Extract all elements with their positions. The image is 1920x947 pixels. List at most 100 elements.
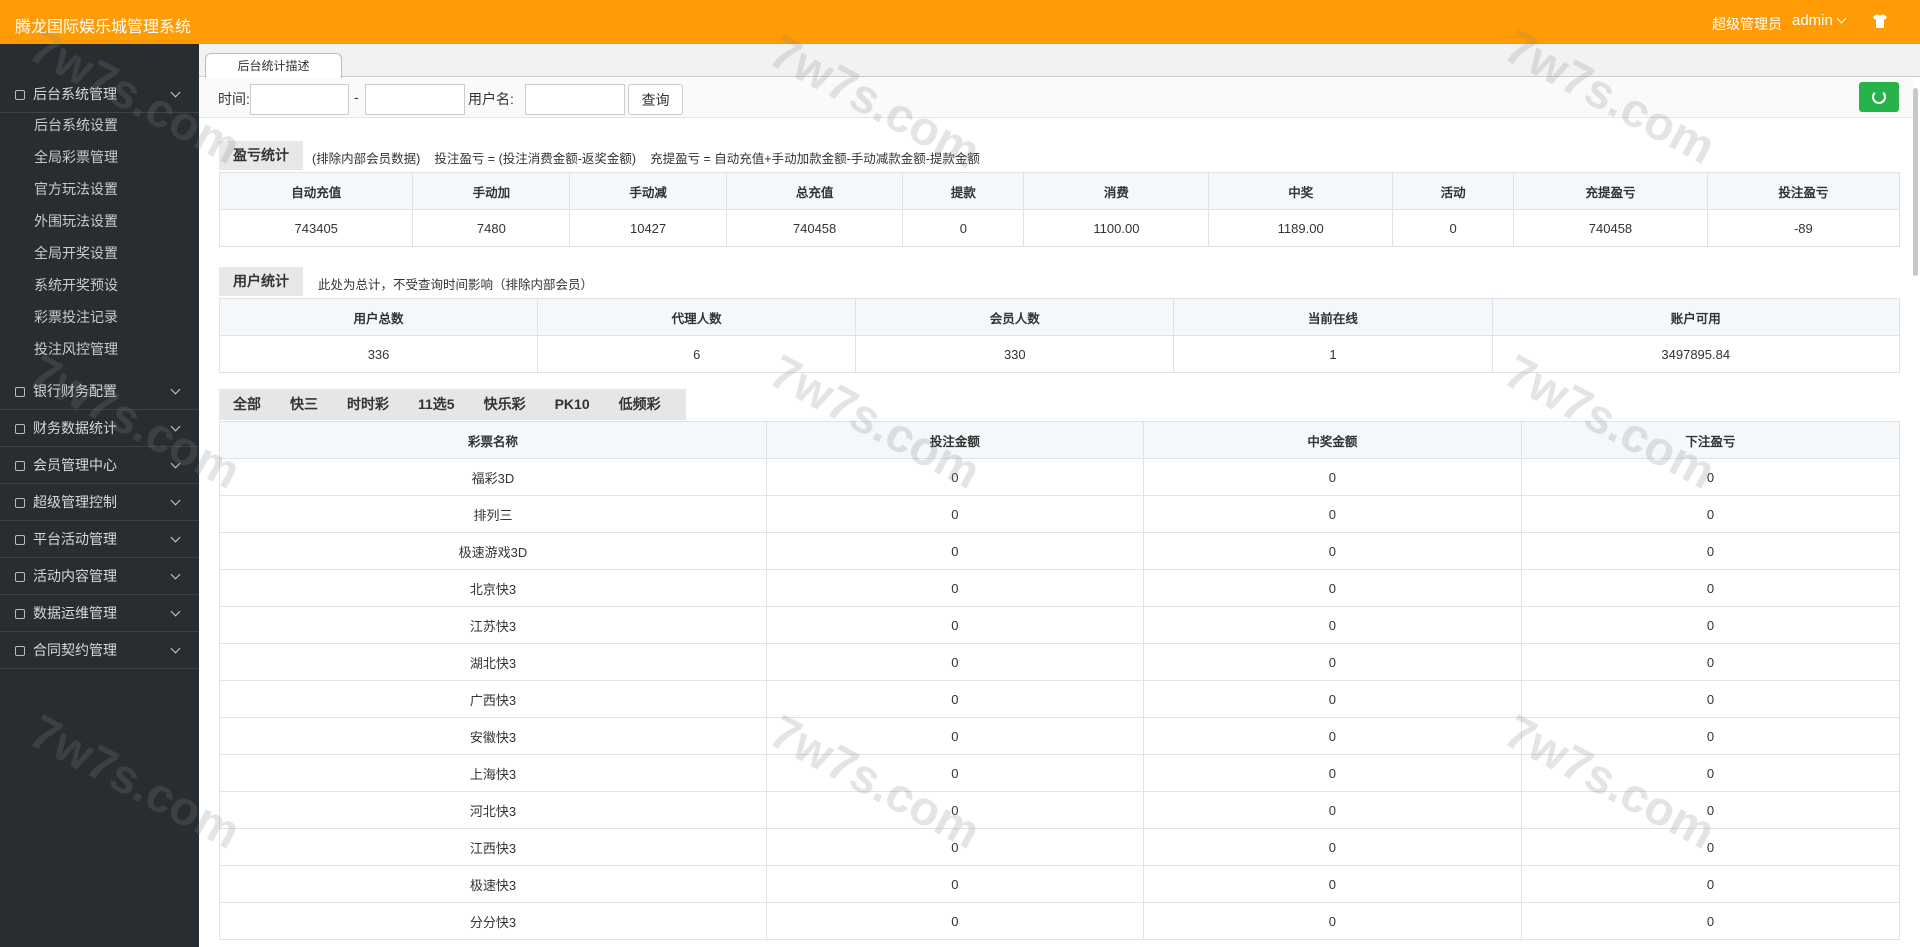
menu-group[interactable]: 超级管理控制 <box>0 484 199 521</box>
menu-group-label[interactable]: 会员管理中心 <box>33 457 117 473</box>
table-cell: 740458 <box>725 209 904 247</box>
menu-item[interactable]: 外围玩法设置 <box>34 213 118 229</box>
header-row: 自动充值 手动加 手动减 总充值 提款 消费 中奖 活动 充提盈亏 投注盈亏 <box>218 172 1901 210</box>
menu-group-label[interactable]: 后台系统管理 <box>33 86 117 102</box>
menu-chevron <box>170 532 181 543</box>
menu-item[interactable]: 全局开奖设置 <box>34 245 118 261</box>
menu-item[interactable]: 彩票投注记录 <box>34 309 118 325</box>
table-cell: 0 <box>765 865 1144 903</box>
query-button[interactable]: 查询 <box>628 84 683 115</box>
skin-icon[interactable] <box>1872 14 1888 28</box>
table-cell: 0 <box>1142 717 1522 755</box>
column-header: 中奖金额 <box>1142 421 1522 459</box>
column-header: 总充值 <box>725 172 904 210</box>
menu-item[interactable]: 投注风控管理 <box>34 341 118 357</box>
table-cell: 0 <box>1142 865 1522 903</box>
menu-group[interactable]: 财务数据统计 <box>0 410 199 447</box>
table-cell: 0 <box>1142 791 1522 829</box>
table-row: 排列三 0 0 0 <box>219 495 1901 533</box>
lottery-tab[interactable]: PK10 <box>554 396 590 412</box>
username-input[interactable] <box>525 84 625 115</box>
column-header: 手动减 <box>569 172 727 210</box>
menu-item[interactable]: 系统开奖预设 <box>34 277 118 293</box>
table-cell: 0 <box>1392 209 1515 247</box>
data-table: 用户总数 代理人数 会员人数 当前在线 账户可用 336 6 330 1 3497895.84 <box>218 298 1900 373</box>
table-cell: 0 <box>1520 902 1901 940</box>
data-table: 自动充值 手动加 手动减 总充值 提款 消费 中奖 活动 充提盈亏 投注盈亏 743405 7480 1… <box>218 172 1901 247</box>
column-header: 代理人数 <box>537 298 857 336</box>
table-cell: 0 <box>1520 532 1901 570</box>
lottery-tab[interactable]: 全部 <box>233 396 261 412</box>
start-time-input[interactable] <box>250 84 349 115</box>
table-cell: 0 <box>1520 495 1901 533</box>
menu-chevron <box>170 606 181 617</box>
table-cell: 上海快3 <box>219 754 767 792</box>
table-cell: 极速游戏3D <box>219 532 767 570</box>
tab[interactable]: 后台统计描述 <box>205 53 342 78</box>
lottery-tab[interactable]: 快三 <box>290 396 318 412</box>
section-note: 充提盈亏 = 自动充值+手动加款金额-手动减款金额-提款金额 <box>650 152 980 166</box>
table-cell: 330 <box>855 335 1175 373</box>
table-row: 湖北快3 0 0 0 <box>219 643 1901 681</box>
table-cell: 740458 <box>1513 209 1708 247</box>
menu-group[interactable]: 数据运维管理 <box>0 595 199 632</box>
table-cell: 0 <box>902 209 1025 247</box>
scrollbar[interactable] <box>1913 88 1918 276</box>
role: 超级管理员 <box>1712 16 1782 32</box>
site-title: 腾龙国际娱乐城管理系统 <box>15 19 192 36</box>
sidebar: 后台系统管理 后台系统设置 全局彩票管理 官方玩法设置 外围玩法设置 全局开奖设置 系统开奖… <box>0 44 199 947</box>
table-cell: 北京快3 <box>219 569 767 607</box>
menu-group[interactable]: 会员管理中心 <box>0 447 199 484</box>
menu-group-label[interactable]: 财务数据统计 <box>33 420 117 436</box>
table-cell: 0 <box>765 828 1144 866</box>
user-chevron[interactable] <box>1836 13 1847 24</box>
table-cell: -89 <box>1706 209 1901 247</box>
menu-item[interactable]: 后台系统设置 <box>34 117 118 133</box>
column-header: 会员人数 <box>855 298 1175 336</box>
menu-group-label[interactable]: 数据运维管理 <box>33 605 117 621</box>
menu-group[interactable]: 平台活动管理 <box>0 521 199 558</box>
refresh-button[interactable] <box>1859 82 1899 112</box>
section-note: 此处为总计，不受查询时间影响（排除内部会员） <box>318 278 594 292</box>
column-header: 提款 <box>902 172 1025 210</box>
table-row: 336 6 330 1 3497895.84 <box>218 335 1900 373</box>
section-label: 盈亏统计 <box>219 141 303 170</box>
header-row: 用户总数 代理人数 会员人数 当前在线 账户可用 <box>218 298 1900 336</box>
table-cell: 0 <box>1142 754 1522 792</box>
username-label: 用户名: <box>468 91 514 107</box>
menu-chevron <box>170 569 181 580</box>
table-row: 743405 7480 10427 740458 0 1100.00 1189.00 0 740… <box>218 209 1901 247</box>
menu-icon <box>15 498 25 508</box>
lottery-tab[interactable]: 11选5 <box>418 396 455 412</box>
menu-group-label[interactable]: 活动内容管理 <box>33 568 117 584</box>
column-header: 彩票名称 <box>219 421 767 459</box>
menu-group-label[interactable]: 平台活动管理 <box>33 531 117 547</box>
menu-group-label[interactable]: 银行财务配置 <box>33 383 117 399</box>
end-time-input[interactable] <box>365 84 465 115</box>
menu-group[interactable]: 后台系统管理 <box>0 76 199 113</box>
lottery-tab[interactable]: 低频彩 <box>618 396 661 412</box>
table-cell: 0 <box>1142 902 1522 940</box>
menu-icon <box>15 387 25 397</box>
table-cell: 743405 <box>218 209 414 247</box>
menu-group-label[interactable]: 超级管理控制 <box>33 494 117 510</box>
menu-group[interactable]: 银行财务配置 <box>0 373 199 410</box>
table-cell: 0 <box>1142 643 1522 681</box>
table-cell: 0 <box>1520 680 1901 718</box>
menu-group[interactable]: 合同契约管理 <box>0 632 199 669</box>
table-cell: 0 <box>765 495 1144 533</box>
menu-group[interactable]: 活动内容管理 <box>0 558 199 595</box>
user-menu[interactable]: admin <box>1792 12 1833 29</box>
lottery-tab[interactable]: 时时彩 <box>347 396 389 412</box>
menu-item[interactable]: 官方玩法设置 <box>34 181 118 197</box>
table-cell: 湖北快3 <box>219 643 767 681</box>
menu-item[interactable]: 全局彩票管理 <box>34 149 118 165</box>
menu-group-label[interactable]: 合同契约管理 <box>33 642 117 658</box>
table-cell: 0 <box>765 680 1144 718</box>
lottery-tab[interactable]: 快乐彩 <box>483 396 526 412</box>
tab-bar <box>199 44 1920 77</box>
column-header: 充提盈亏 <box>1513 172 1708 210</box>
table-cell: 0 <box>1520 569 1901 607</box>
table-cell: 0 <box>1142 532 1522 570</box>
table-cell: 0 <box>765 606 1144 644</box>
